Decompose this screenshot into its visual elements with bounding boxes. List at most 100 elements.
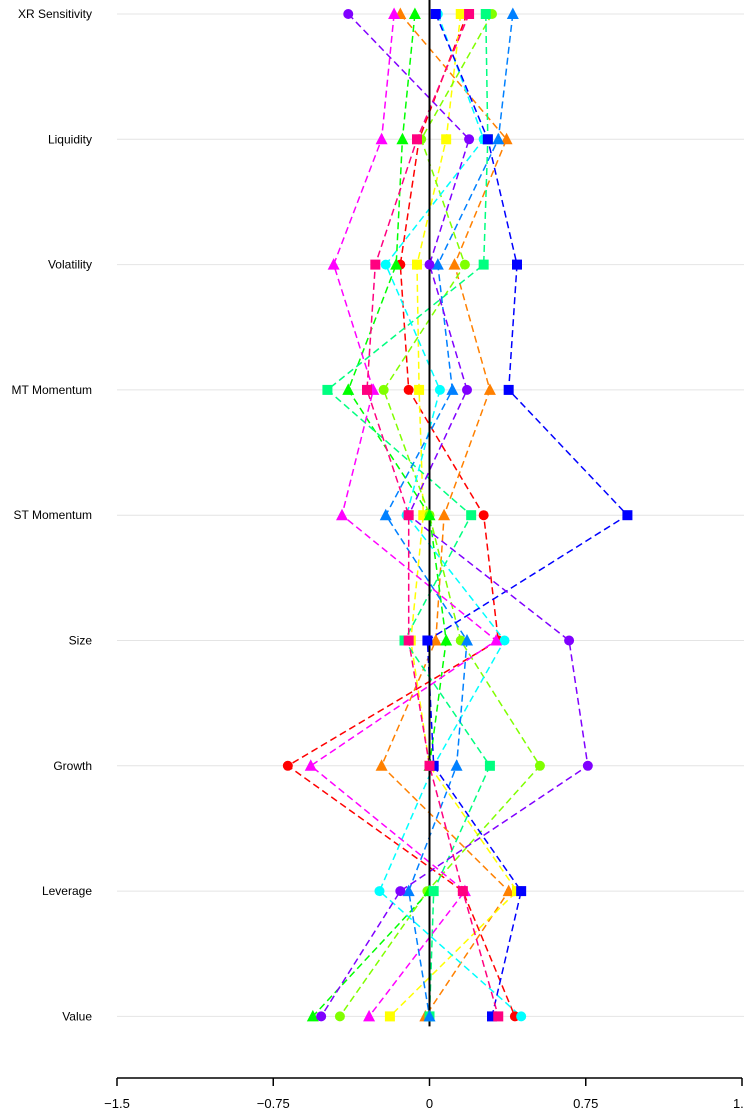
marker-series-4-mt-momentum [378, 384, 389, 395]
marker-series-2-growth [375, 759, 388, 771]
y-label-growth: Growth [53, 759, 92, 773]
marker-series-3-value [384, 1011, 395, 1022]
marker-series-12-mt-momentum [362, 384, 372, 395]
series-line-7 [378, 13, 522, 1017]
marker-series-9-size [422, 635, 433, 646]
marker-series-10-leverage [395, 886, 406, 897]
marker-series-8-leverage [402, 884, 415, 897]
marker-series-12-liquidity [412, 134, 422, 145]
marker-series-2-liquidity [500, 132, 513, 145]
marker-series-1-st-momentum [478, 510, 489, 521]
x-tick-label-1: −1.5 [104, 1096, 130, 1111]
marker-series-8-xr-sensitivity [506, 7, 519, 19]
marker-series-8-size [461, 634, 473, 646]
marker-series-3-mt-momentum [414, 384, 425, 395]
marker-series-9-st-momentum [622, 510, 633, 521]
marker-series-12-xr-sensitivity [464, 9, 475, 19]
marker-series-2-volatility [448, 258, 461, 270]
marker-series-12-size [403, 635, 414, 646]
marker-series-3-volatility [412, 259, 422, 270]
marker-series-8-growth [450, 759, 463, 771]
series-markers [282, 7, 633, 1022]
marker-series-10-value [316, 1011, 327, 1022]
marker-series-10-size [564, 635, 575, 646]
marker-series-7-volatility [380, 259, 391, 270]
marker-series-5-st-momentum [423, 508, 436, 521]
marker-series-6-leverage [428, 886, 439, 897]
marker-series-11-volatility [327, 258, 340, 270]
marker-series-11-growth [304, 759, 317, 771]
series-line-4 [339, 13, 541, 1017]
x-tick-label-2: −0.75 [257, 1096, 290, 1111]
y-label-size: Size [69, 634, 93, 648]
marker-series-10-mt-momentum [462, 384, 472, 395]
marker-series-9-xr-sensitivity [430, 9, 441, 19]
marker-series-6-st-momentum [466, 510, 477, 521]
marker-series-2-size [429, 634, 442, 646]
marker-series-11-value [363, 1009, 376, 1022]
marker-series-12-st-momentum [403, 510, 414, 521]
marker-series-6-mt-momentum [322, 384, 333, 395]
marker-series-7-mt-momentum [434, 384, 445, 395]
marker-series-9-liquidity [482, 134, 493, 145]
y-axis-labels: XR Sensitivity Liquidity Volatility MT Mome… [12, 7, 93, 1023]
marker-series-8-mt-momentum [446, 383, 459, 395]
marker-series-11-liquidity [375, 132, 388, 145]
marker-series-9-value [487, 1011, 497, 1022]
marker-series-12-value [493, 1011, 504, 1022]
y-label-leverage: Leverage [42, 884, 92, 898]
marker-series-3-st-momentum [418, 510, 429, 521]
marker-series-12-leverage [457, 886, 468, 897]
x-axis: −1.5 −0.75 0 0.75 1.5 [104, 1077, 744, 1111]
marker-series-7-leverage [374, 886, 385, 897]
y-label-xr-sensitivity: XR Sensitivity [18, 7, 92, 21]
marker-series-5-value [306, 1009, 319, 1022]
x-tick-label-4: 0.75 [573, 1096, 598, 1111]
marker-series-11-xr-sensitivity [388, 7, 401, 19]
marker-series-8-liquidity [492, 132, 505, 145]
y-label-st-momentum: ST Momentum [14, 508, 92, 522]
marker-series-11-st-momentum [336, 508, 348, 521]
marker-series-12-growth [424, 760, 435, 771]
marker-series-9-leverage [516, 886, 527, 897]
marker-series-5-mt-momentum [342, 383, 355, 395]
marker-series-7-value [516, 1011, 527, 1022]
marker-series-9-mt-momentum [503, 384, 514, 395]
marker-series-3-xr-sensitivity [455, 9, 466, 19]
marker-series-2-leverage [502, 884, 515, 897]
marker-series-5-xr-sensitivity [408, 7, 421, 19]
marker-series-5-volatility [390, 258, 403, 270]
marker-series-2-mt-momentum [483, 383, 496, 395]
x-tick-label-3: 0 [426, 1096, 433, 1111]
x-tick-label-5: 1.5 [733, 1096, 744, 1111]
marker-series-1-growth [282, 760, 293, 771]
marker-series-10-growth [582, 760, 593, 771]
marker-series-5-liquidity [396, 132, 409, 145]
marker-series-6-growth [484, 760, 495, 771]
marker-series-6-volatility [478, 259, 489, 270]
marker-series-6-xr-sensitivity [480, 9, 491, 19]
marker-series-8-value [423, 1009, 436, 1022]
marker-series-12-volatility [370, 259, 381, 270]
marker-series-1-mt-momentum [403, 384, 414, 395]
marker-series-7-size [499, 635, 510, 646]
marker-series-8-volatility [431, 258, 444, 270]
marker-series-5-size [440, 634, 453, 646]
marker-series-8-st-momentum [379, 508, 392, 521]
y-label-value: Value [62, 1009, 92, 1023]
marker-series-4-value [334, 1011, 345, 1022]
y-label-liquidity: Liquidity [48, 132, 92, 146]
marker-series-2-st-momentum [438, 508, 451, 521]
series-line-12 [366, 13, 500, 1017]
marker-series-3-liquidity [441, 134, 452, 145]
y-label-volatility: Volatility [48, 258, 92, 272]
marker-series-4-growth [534, 760, 545, 771]
marker-series-4-volatility [459, 259, 470, 270]
marker-series-10-volatility [424, 259, 435, 270]
marker-series-9-volatility [512, 259, 522, 270]
marker-series-11-size [490, 634, 503, 646]
y-label-mt-momentum: MT Momentum [12, 383, 92, 397]
marker-series-10-xr-sensitivity [343, 9, 354, 19]
marker-series-10-liquidity [464, 134, 475, 145]
